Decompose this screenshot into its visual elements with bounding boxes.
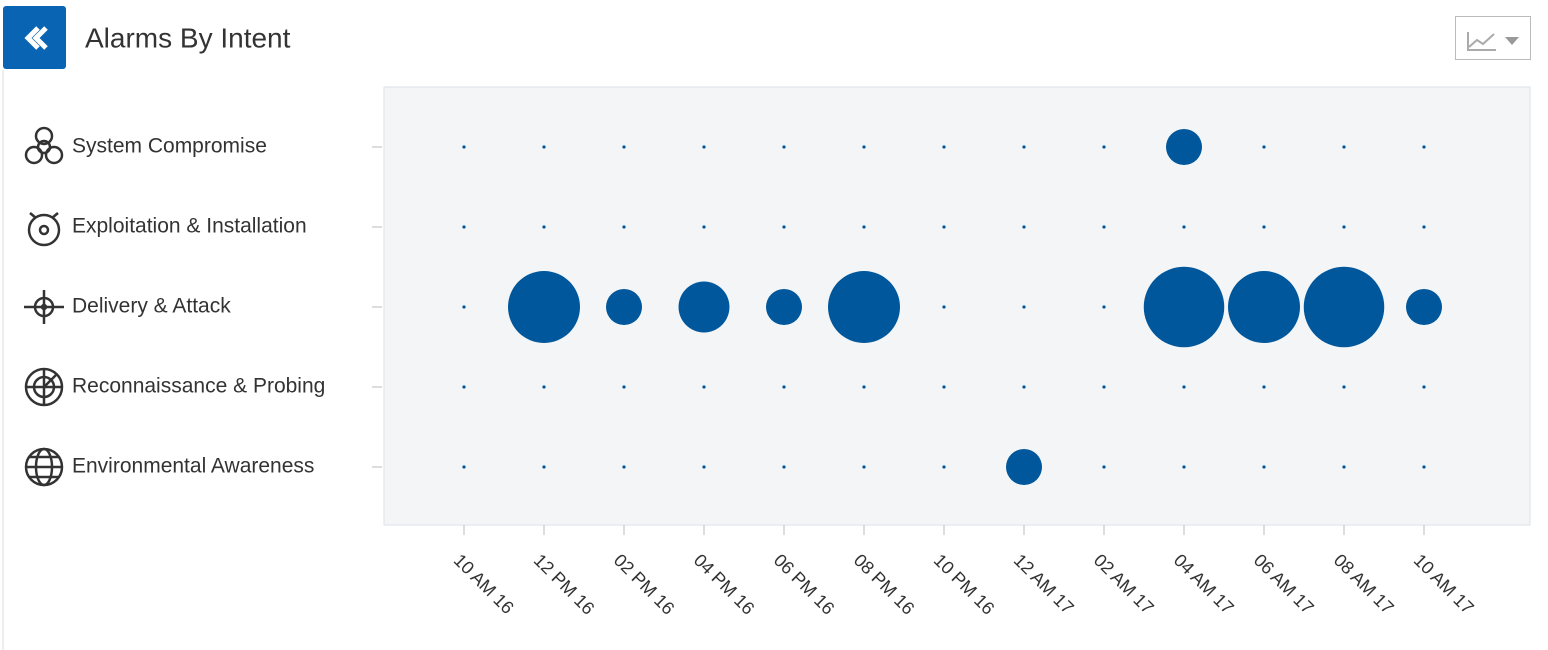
bubble xyxy=(1022,145,1026,149)
bubble xyxy=(782,385,786,389)
x-tick-label: 02 PM 16 xyxy=(610,550,679,619)
target-icon xyxy=(24,290,64,324)
bubble xyxy=(1228,271,1300,343)
bubble xyxy=(508,271,580,343)
x-tick-label: 10 AM 17 xyxy=(1410,550,1478,618)
intent-icons xyxy=(24,126,64,487)
bubble xyxy=(942,225,946,229)
bubble xyxy=(862,145,866,149)
chart-type-icon xyxy=(1467,32,1496,51)
bubble xyxy=(622,225,626,229)
bubble xyxy=(1102,225,1106,229)
radar-icon xyxy=(24,367,64,407)
bubble xyxy=(1422,145,1426,149)
bubble xyxy=(462,385,466,389)
bubble xyxy=(1262,145,1266,149)
bubble xyxy=(1166,129,1202,165)
bubble xyxy=(462,305,466,309)
bubble xyxy=(766,289,802,325)
bubble xyxy=(1262,465,1266,469)
bubble xyxy=(862,385,866,389)
bubble xyxy=(782,465,786,469)
bubble xyxy=(1342,385,1346,389)
bubble xyxy=(1143,266,1225,348)
bubble xyxy=(1022,225,1026,229)
dropdown-arrow xyxy=(1505,37,1519,45)
bubble xyxy=(702,145,706,149)
bubble xyxy=(1262,225,1266,229)
bubble xyxy=(462,145,466,149)
chart-title: Alarms By Intent xyxy=(85,22,291,53)
biohazard-icon xyxy=(24,126,64,165)
bubble xyxy=(622,385,626,389)
x-tick-label: 10 PM 16 xyxy=(930,550,999,619)
bubble xyxy=(1342,145,1346,149)
y-tick-label: Delivery & Attack xyxy=(72,295,231,318)
bubble xyxy=(1422,465,1426,469)
globe-icon xyxy=(24,447,64,487)
bubble xyxy=(542,465,546,469)
bubble xyxy=(462,225,466,229)
bubble xyxy=(1422,385,1426,389)
chart-type-button[interactable] xyxy=(1455,16,1531,60)
bubble xyxy=(1102,465,1106,469)
x-tick-label: 12 AM 17 xyxy=(1010,550,1078,618)
x-tick-label: 08 AM 17 xyxy=(1330,550,1398,618)
y-tick-label: Environmental Awareness xyxy=(72,455,314,478)
bubble xyxy=(782,145,786,149)
bubble xyxy=(1342,465,1346,469)
x-tick-label: 12 PM 16 xyxy=(530,550,599,619)
bubble xyxy=(782,225,786,229)
bubble xyxy=(862,465,866,469)
bubble xyxy=(862,225,866,229)
bubble xyxy=(702,465,706,469)
bubble xyxy=(1182,225,1186,229)
bubble xyxy=(1022,385,1026,389)
bubble xyxy=(1006,449,1042,485)
bubble xyxy=(828,271,900,343)
bubble xyxy=(1102,145,1106,149)
exploit-icon xyxy=(27,212,61,247)
x-tick-label: 04 PM 16 xyxy=(690,550,759,619)
bubble xyxy=(1342,225,1346,229)
x-tick-label: 04 AM 17 xyxy=(1170,550,1238,618)
y-tick-label: Exploitation & Installation xyxy=(72,215,307,238)
y-tick-label: Reconnaissance & Probing xyxy=(72,375,325,398)
bubble xyxy=(1022,305,1026,309)
bubble xyxy=(1102,385,1106,389)
x-tick-label: 10 AM 16 xyxy=(450,550,518,618)
bubble xyxy=(1182,385,1186,389)
bubble xyxy=(942,465,946,469)
bubble xyxy=(542,225,546,229)
x-tick-label: 02 AM 17 xyxy=(1090,550,1158,618)
bubble xyxy=(942,385,946,389)
bubble xyxy=(942,145,946,149)
bubble xyxy=(1406,289,1442,325)
bubble xyxy=(1262,385,1266,389)
bubble xyxy=(542,145,546,149)
x-tick-label: 06 PM 16 xyxy=(770,550,839,619)
bubble xyxy=(622,145,626,149)
y-tick-label: System Compromise xyxy=(72,135,267,158)
bubble xyxy=(942,305,946,309)
bubble xyxy=(1422,225,1426,229)
bubble xyxy=(702,225,706,229)
bubble xyxy=(462,465,466,469)
bubble xyxy=(1102,305,1106,309)
bubble xyxy=(678,281,730,333)
bubble xyxy=(1303,266,1385,348)
bubble xyxy=(542,385,546,389)
collapse-icon xyxy=(24,26,48,50)
bubble xyxy=(622,465,626,469)
x-tick-label: 08 PM 16 xyxy=(850,550,919,619)
bubble xyxy=(1182,465,1186,469)
bubble xyxy=(606,289,642,325)
x-tick-label: 06 AM 17 xyxy=(1250,550,1318,618)
bubble xyxy=(702,385,706,389)
